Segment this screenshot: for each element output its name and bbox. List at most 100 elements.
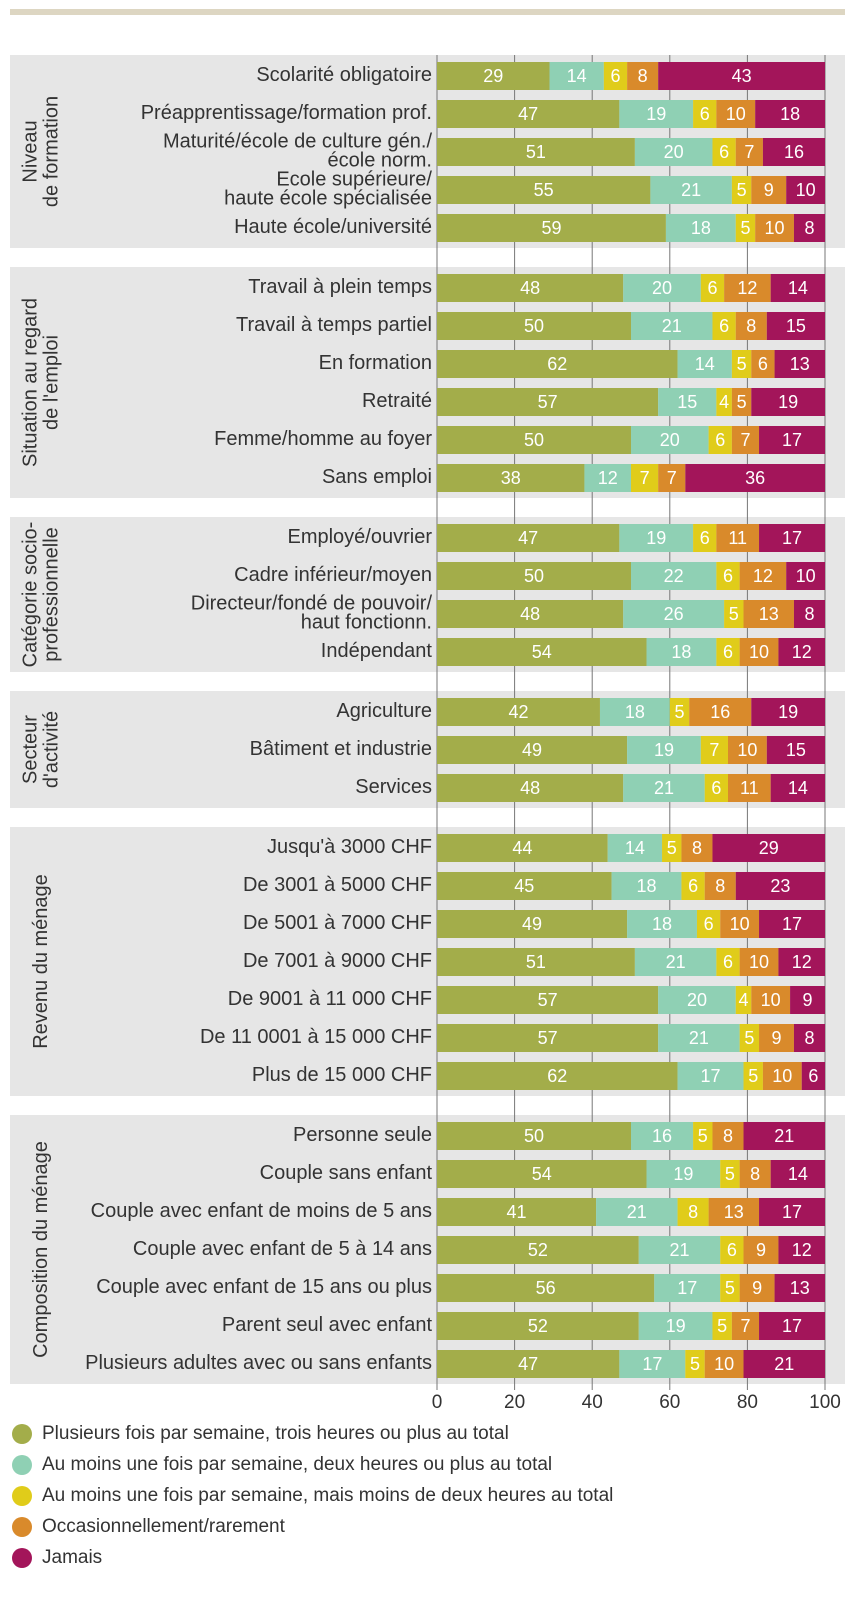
value-label: 18	[625, 702, 645, 722]
value-label: 12	[792, 952, 812, 972]
group-label: Situation au regardde l'emploi	[20, 298, 63, 467]
value-label: 19	[778, 392, 798, 412]
bar-segment	[658, 986, 736, 1014]
bar-segment	[700, 736, 728, 764]
x-tick-label: 40	[582, 1392, 603, 1413]
bar-segment	[681, 872, 705, 900]
bar-segment	[437, 100, 620, 128]
value-label: 10	[726, 104, 746, 124]
bar-segment	[755, 100, 825, 128]
bar-segment	[755, 214, 794, 242]
value-label: 8	[688, 1202, 698, 1222]
category-label: De 5001 à 7000 CHF	[243, 912, 432, 934]
value-label: 19	[646, 528, 666, 548]
bar-segment	[728, 736, 767, 764]
category-label: Préapprentissage/formation prof.	[141, 102, 432, 124]
bar-segment	[437, 638, 647, 666]
bar-segment	[623, 774, 705, 802]
bar-segment	[751, 388, 825, 416]
value-label: 6	[808, 1066, 818, 1086]
category-label: Haute école/université	[234, 216, 432, 238]
value-label: 10	[796, 566, 816, 586]
bar-segment	[724, 600, 744, 628]
category-label: Parent seul avec enfant	[222, 1314, 433, 1336]
category-label: Jusqu'à 3000 CHF	[267, 836, 432, 858]
value-label: 57	[538, 990, 558, 1010]
bar-segment	[793, 1024, 825, 1052]
bar-segment	[619, 100, 694, 128]
bar-segment	[708, 1198, 760, 1226]
x-tick-label: 0	[432, 1392, 443, 1413]
value-label: 7	[740, 430, 750, 450]
bar-segment	[778, 638, 825, 666]
bar-segment	[685, 464, 825, 492]
value-label: 14	[788, 778, 808, 798]
bar-segment	[437, 872, 612, 900]
bar-segment	[631, 464, 659, 492]
bar-segment	[693, 1122, 713, 1150]
bar-segment	[437, 1350, 620, 1378]
value-label: 47	[518, 528, 538, 548]
bar-segment	[549, 62, 604, 90]
bar-segment	[770, 1160, 825, 1188]
value-label: 5	[667, 838, 677, 858]
value-label: 4	[719, 392, 729, 412]
bar-segment	[743, 1350, 825, 1378]
bar-segment	[437, 910, 628, 938]
value-label: 29	[483, 66, 503, 86]
value-label: 54	[532, 1164, 552, 1184]
value-label: 8	[750, 1164, 760, 1184]
bar-segment	[631, 312, 713, 340]
bar-segment	[665, 214, 736, 242]
bar-segment	[712, 834, 825, 862]
bar-segment	[739, 1160, 771, 1188]
value-label: 52	[528, 1316, 548, 1336]
group-label: Niveaude formation	[20, 96, 63, 207]
bar-segment	[693, 100, 717, 128]
value-label: 9	[756, 1240, 766, 1260]
bar-segment	[696, 910, 721, 938]
value-label: 57	[538, 392, 558, 412]
bar-segment	[743, 600, 794, 628]
bar-segment	[731, 1312, 760, 1340]
value-label: 26	[664, 604, 684, 624]
category-label: Couple avec enfant de moins de 5 ans	[91, 1200, 432, 1222]
bar-segment	[437, 1312, 639, 1340]
category-label: Femme/homme au foyer	[214, 428, 432, 450]
value-label: 6	[723, 642, 733, 662]
bar-segment	[681, 834, 713, 862]
value-label: 12	[792, 642, 812, 662]
bar-segment	[716, 524, 760, 552]
bar-segment	[646, 1160, 721, 1188]
bar-segment	[712, 1122, 744, 1150]
bar-segment	[708, 426, 732, 454]
value-label: 8	[638, 66, 648, 86]
bar-segment	[437, 1122, 631, 1150]
value-label: 10	[730, 914, 750, 934]
bar-segment	[728, 774, 771, 802]
value-label: 7	[667, 468, 677, 488]
bar-segment	[437, 986, 659, 1014]
value-label: 14	[567, 66, 587, 86]
bar-segment	[437, 1198, 597, 1226]
value-label: 16	[652, 1126, 672, 1146]
bar-segment	[743, 1236, 779, 1264]
bar-segment	[631, 426, 709, 454]
category-label: Couple avec enfant de 5 à 14 ans	[133, 1238, 432, 1260]
value-label: 8	[804, 604, 814, 624]
value-label: 5	[740, 218, 750, 238]
value-label: 45	[514, 876, 534, 896]
value-label: 12	[598, 468, 618, 488]
bar-segment	[751, 176, 787, 204]
value-label: 14	[695, 354, 715, 374]
bar-segment	[735, 986, 752, 1014]
x-tick-label: 80	[737, 1392, 758, 1413]
bar-segment	[437, 176, 651, 204]
value-label: 6	[723, 952, 733, 972]
bar-segment	[700, 274, 725, 302]
bar-segment	[623, 600, 725, 628]
bar-segment	[693, 524, 717, 552]
bar-segment	[437, 562, 631, 590]
value-label: 50	[524, 430, 544, 450]
bar-segment	[611, 872, 682, 900]
